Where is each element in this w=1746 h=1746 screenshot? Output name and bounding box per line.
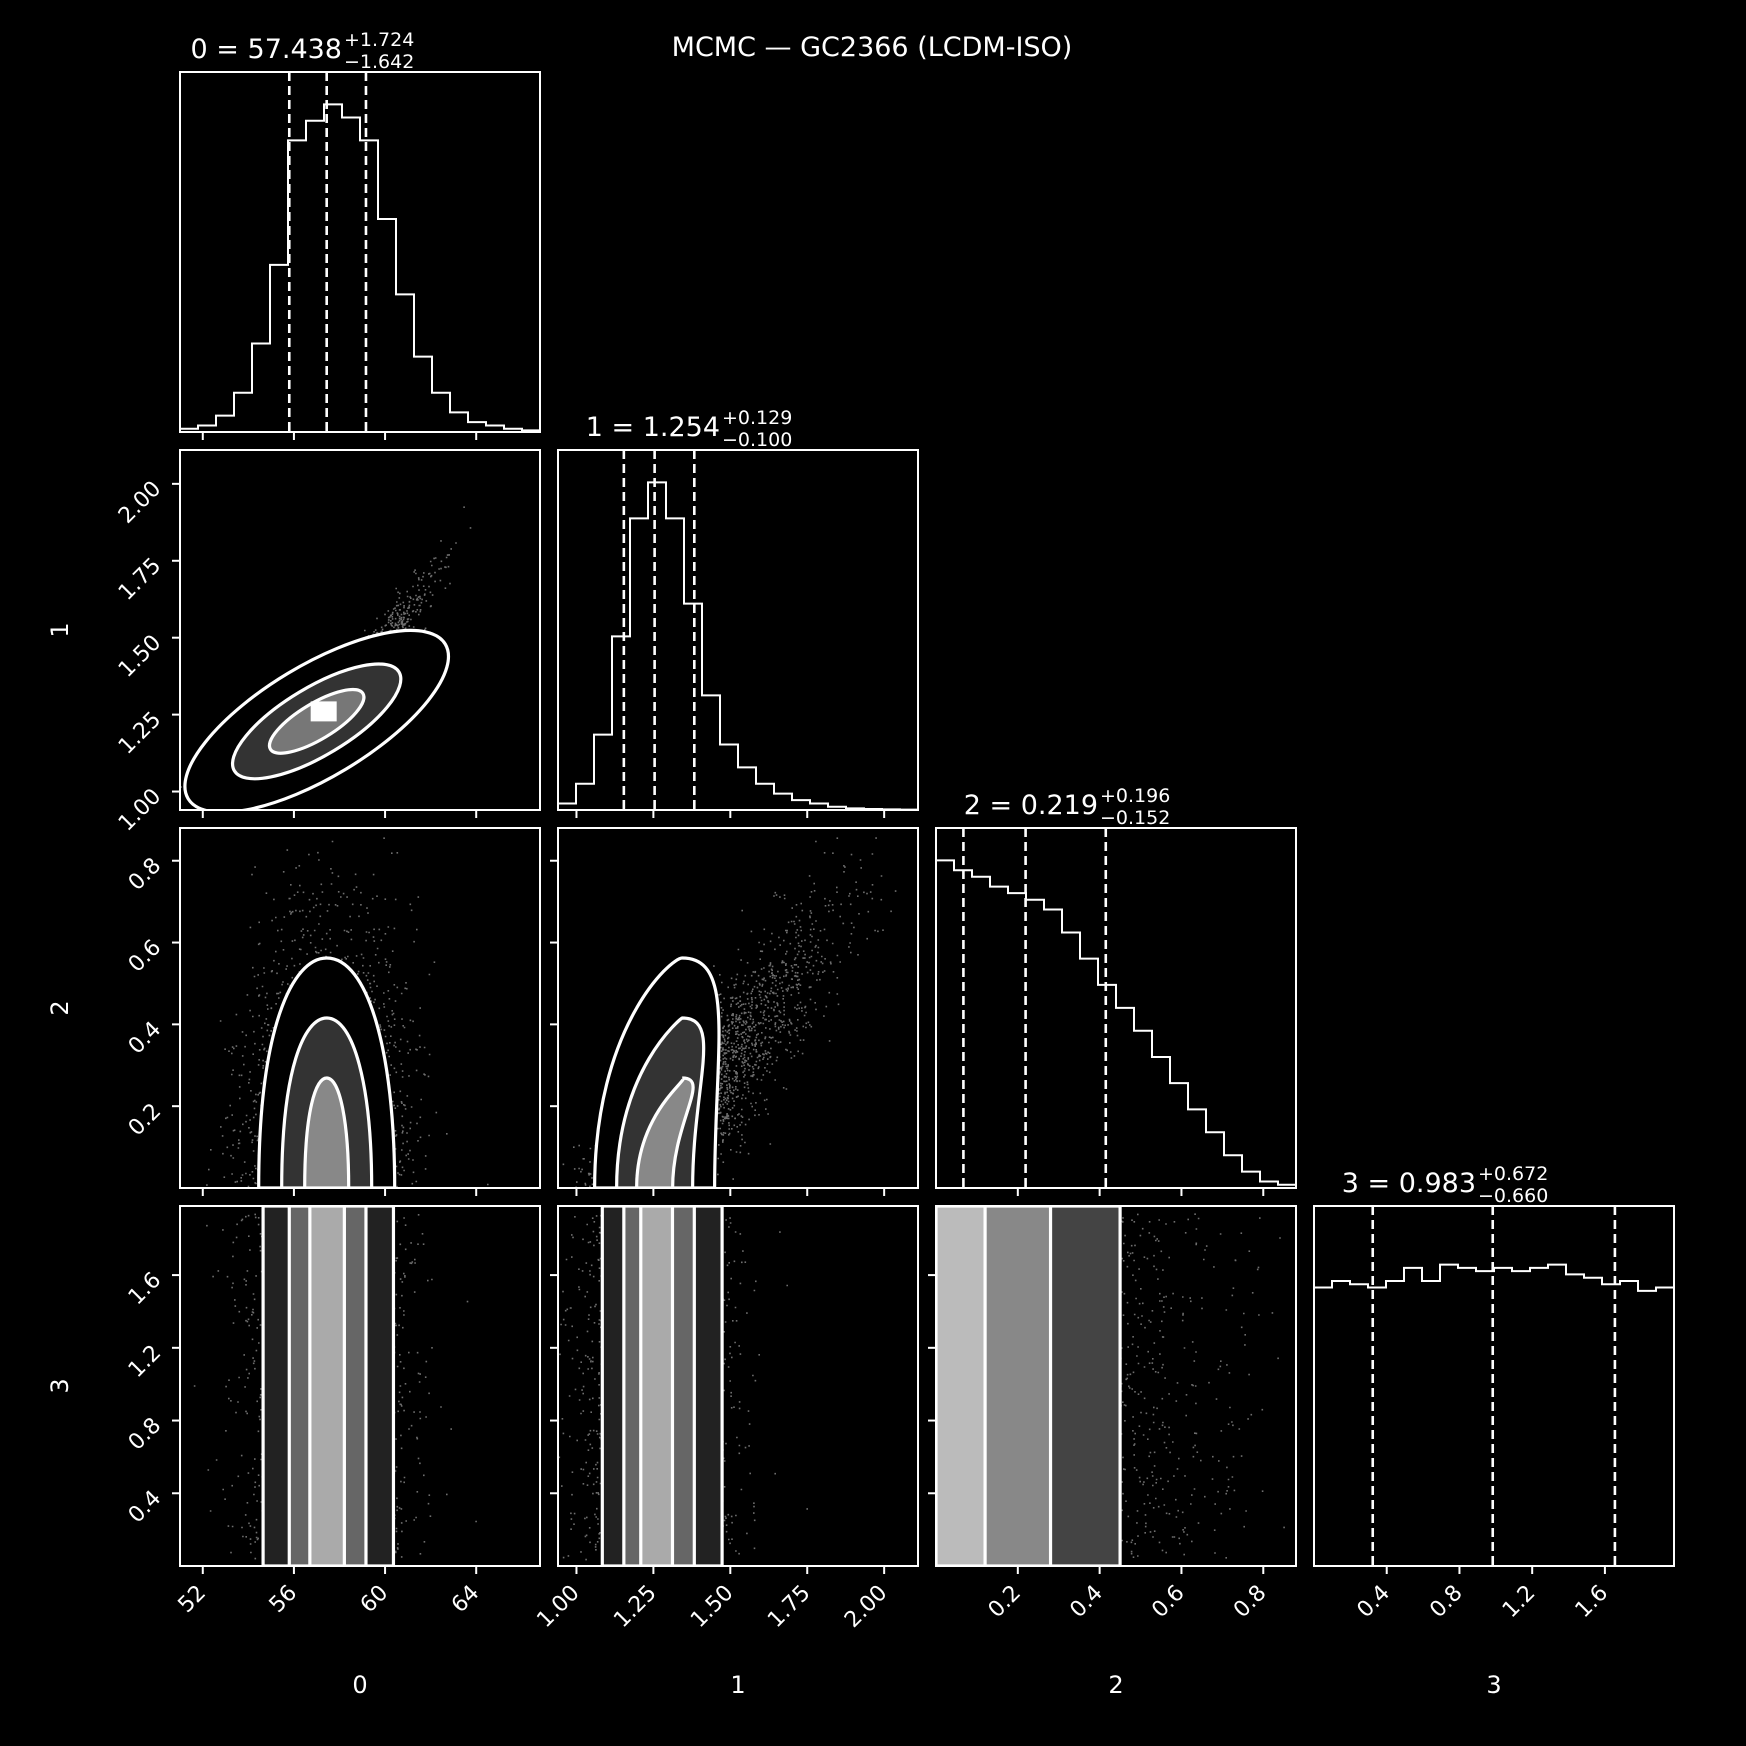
panel-frame-0-3 [179,1205,541,1567]
panel-title-main-3: 3 = 0.983 [1342,1168,1476,1199]
panel-frame-3-3 [1313,1205,1675,1567]
contour-level-3 [635,1076,695,1188]
histogram-step-1 [558,481,918,810]
panel-title-main-1: 1 = 1.254 [586,412,720,443]
panel-title-plus-0: +1.724 [344,29,414,51]
panel-title-minus-3: −0.660 [1478,1185,1548,1207]
contour-level-3 [303,1076,351,1188]
panel-frame-0-2 [179,827,541,1189]
histogram-0 [180,72,540,432]
panel-frame-1-1 [557,449,919,811]
histogram-step-2 [936,859,1296,1188]
x-axis-label-0: 0 [352,1671,367,1699]
panel-frame-1-3 [557,1205,919,1567]
panel-title-2: 2 = 0.219 +0.196−0.152 [964,785,1171,829]
panel-title-plus-1: +0.129 [722,407,792,429]
contour-level-3 [639,1206,675,1566]
panel-title-plus-2: +0.196 [1100,785,1170,807]
density-panel-0-2 [206,837,489,1188]
histogram-1 [558,450,918,810]
density-panel-1-2 [562,837,897,1188]
x-axis-label-2: 2 [1108,1671,1123,1699]
contour-level-3 [936,1206,987,1566]
panel-title-1: 1 = 1.254 +0.129−0.100 [586,407,793,451]
histogram-3 [1314,1206,1674,1566]
panel-title-main-2: 2 = 0.219 [964,790,1098,821]
panel-frame-2-2 [935,827,1297,1189]
x-axis-label-3: 3 [1486,1671,1501,1699]
panel-frame-1-2 [557,827,919,1189]
panel-title-main-0: 0 = 57.438 [191,34,342,65]
contour-level-3 [308,1206,346,1566]
panel-title-minus-2: −0.152 [1100,807,1170,829]
panel-title-3: 3 = 0.983 +0.672−0.660 [1342,1163,1549,1207]
y-axis-label-1: 1 [46,622,74,637]
density-panel-0-1 [180,506,472,810]
density-peak [310,701,337,722]
panel-title-0: 0 = 57.438 +1.724−1.642 [191,29,415,73]
panel-frame-0-0 [179,71,541,433]
panel-title-minus-0: −1.642 [344,51,414,73]
histogram-step-0 [180,103,540,432]
panel-frame-0-1 [179,449,541,811]
x-axis-label-1: 1 [730,1671,745,1699]
contour-level-2 [615,1016,706,1188]
panel-title-plus-3: +0.672 [1478,1163,1548,1185]
density-panel-2-3 [936,1206,1285,1566]
panel-title-minus-1: −0.100 [722,429,792,451]
panel-frame-2-3 [935,1205,1297,1567]
y-axis-label-2: 2 [46,1000,74,1015]
histogram-2 [936,828,1296,1188]
density-panel-0-3 [193,1206,477,1566]
y-axis-label-3: 3 [46,1378,74,1393]
plot-title: MCMC — GC2366 (LCDM-ISO) [672,32,1073,63]
density-panel-1-3 [558,1206,808,1566]
